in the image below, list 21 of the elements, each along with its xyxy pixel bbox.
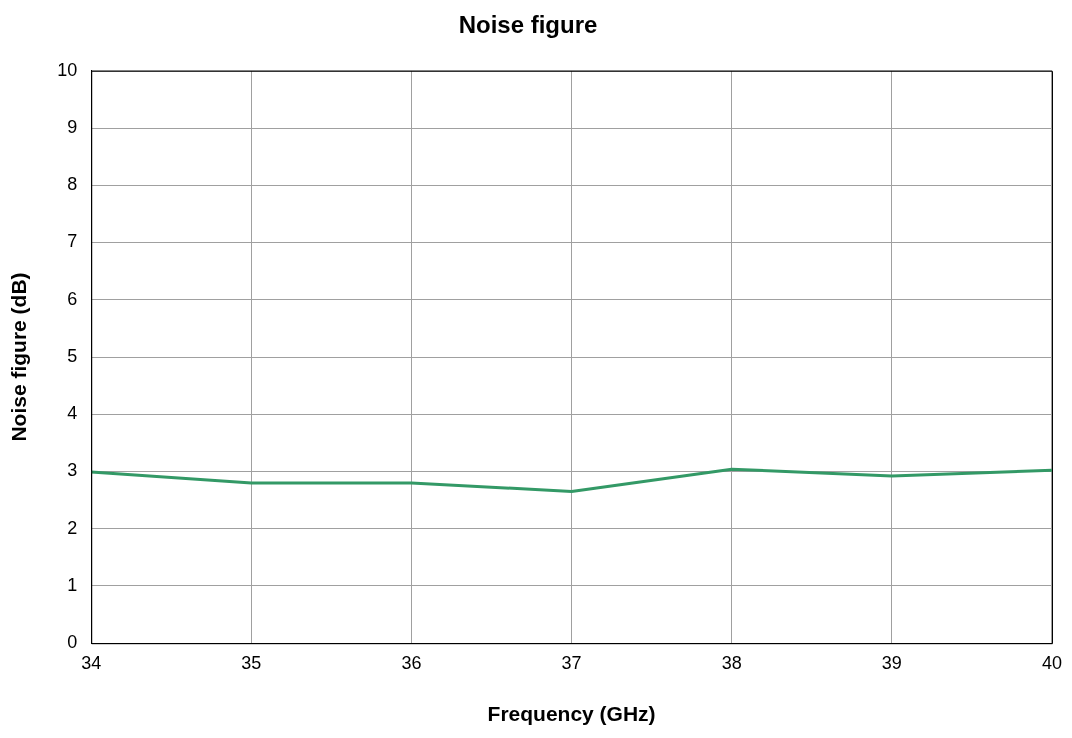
x-axis-title: Frequency (GHz)	[487, 702, 656, 726]
y-tick-label: 1	[67, 574, 78, 595]
y-tick-label: 2	[67, 517, 78, 538]
y-tick-label: 4	[67, 403, 78, 424]
y-tick-label: 0	[67, 632, 78, 653]
chart-title: Noise figure	[458, 11, 598, 39]
x-tick-label: 34	[81, 652, 102, 673]
y-tick-label: 6	[67, 288, 78, 309]
x-tick-label: 35	[241, 652, 262, 673]
x-tick-label: 40	[1041, 652, 1062, 673]
y-tick-label: 3	[67, 460, 78, 481]
x-tick-label: 39	[881, 652, 902, 673]
y-tick-label: 8	[67, 174, 78, 195]
x-tick-label: 38	[721, 652, 742, 673]
y-axis-title: Noise figure (dB)	[7, 272, 31, 442]
y-tick-label: 9	[67, 117, 78, 138]
x-tick-label: 36	[401, 652, 422, 673]
y-tick-label: 5	[67, 345, 78, 366]
y-tick-label: 10	[57, 59, 78, 80]
x-tick-label: 37	[561, 652, 582, 673]
y-tick-label: 7	[67, 231, 78, 252]
